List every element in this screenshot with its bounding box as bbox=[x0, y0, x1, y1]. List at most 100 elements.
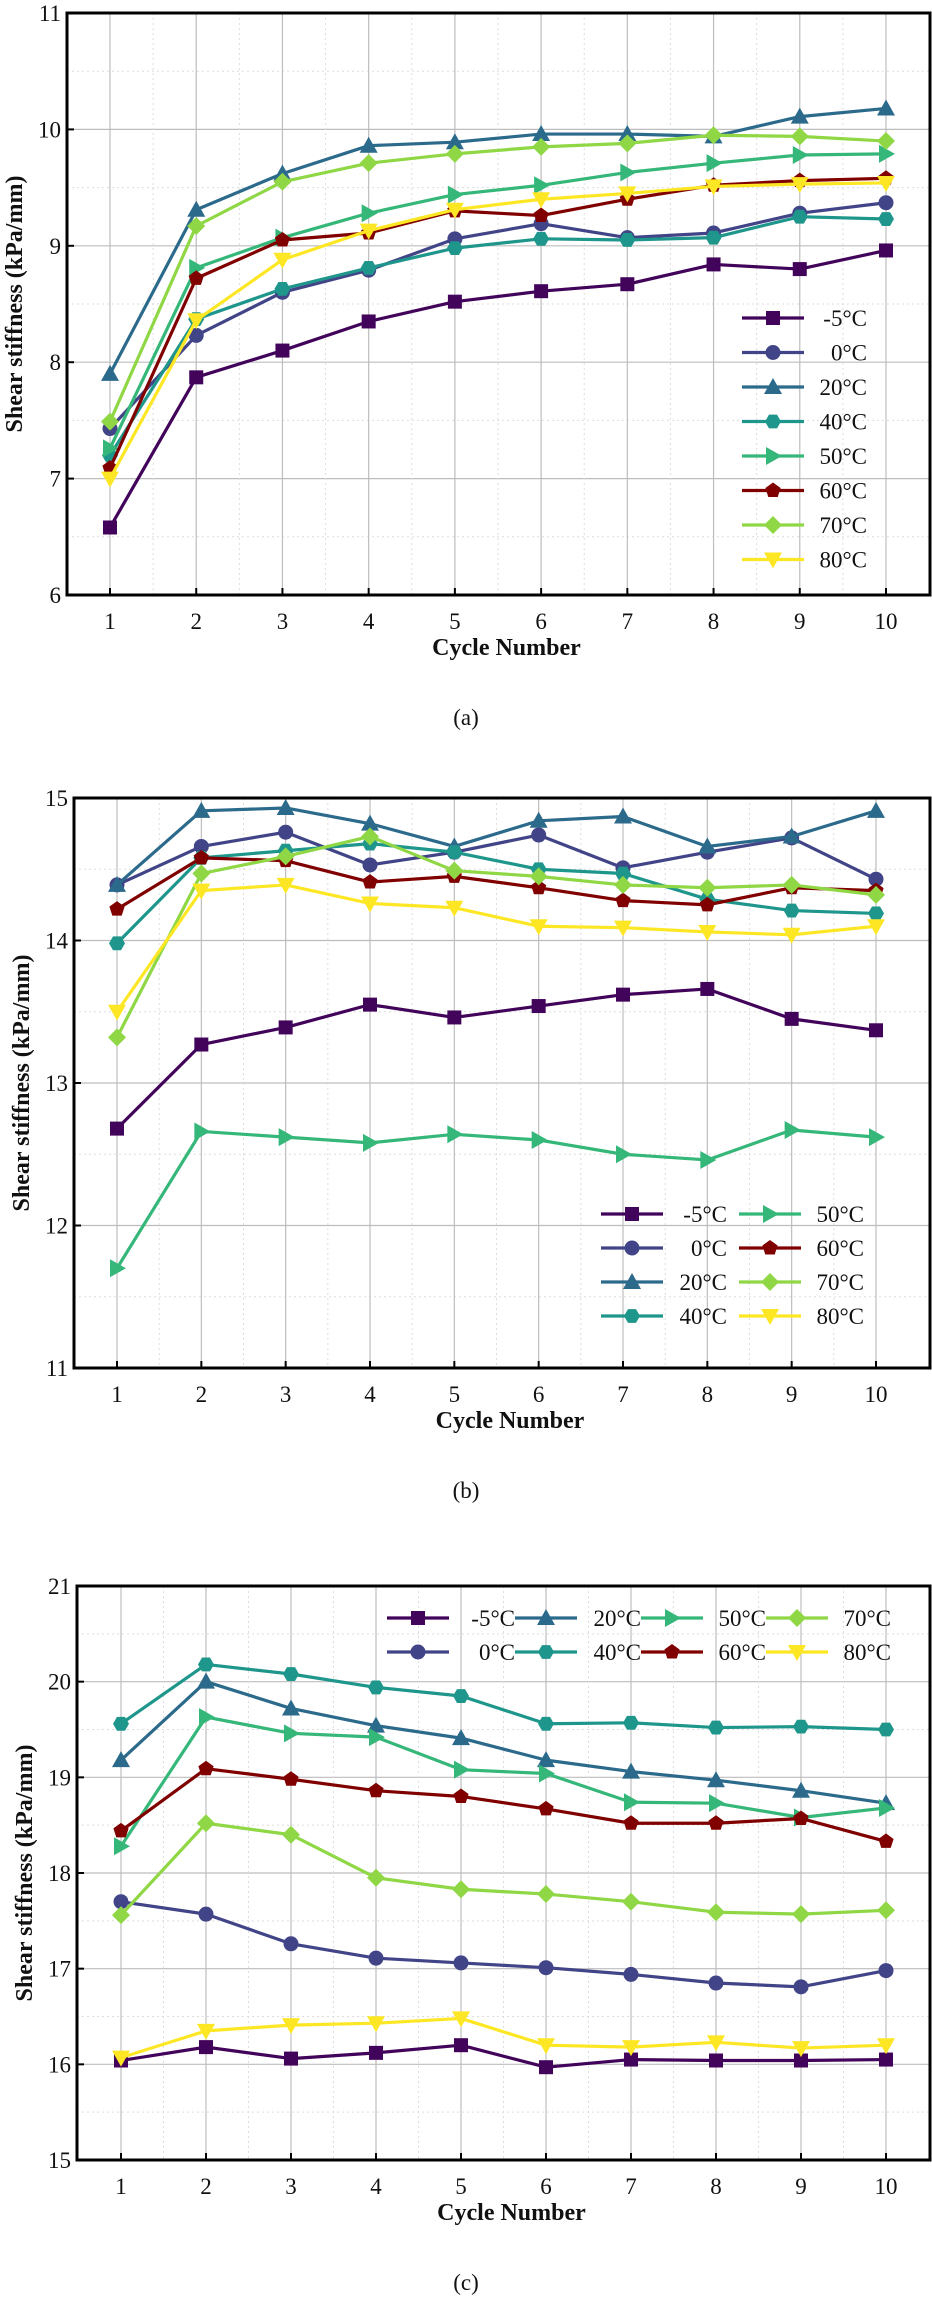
legend-item: 20°C bbox=[742, 375, 867, 400]
data-point bbox=[193, 838, 209, 854]
data-point bbox=[537, 1885, 555, 1904]
data-point bbox=[877, 175, 895, 192]
data-point bbox=[368, 1680, 384, 1695]
legend-item: 50°C bbox=[641, 1606, 766, 1631]
legend-marker bbox=[764, 552, 782, 569]
data-point bbox=[782, 827, 801, 844]
plot-frame bbox=[65, 11, 932, 597]
y-tick-label: 12 bbox=[45, 1214, 68, 1239]
series-line bbox=[108, 152, 887, 450]
data-point bbox=[792, 1905, 810, 1924]
y-axis-label: Shear stiffness (kPa/mm) bbox=[12, 1745, 38, 2002]
series-line bbox=[108, 106, 887, 375]
data-point bbox=[877, 99, 895, 116]
data-point bbox=[283, 1667, 299, 1681]
data-point bbox=[794, 2053, 808, 2068]
x-tick-label: 3 bbox=[285, 2174, 297, 2199]
x-tick-label: 9 bbox=[795, 2174, 807, 2199]
data-point bbox=[452, 1880, 470, 1899]
data-point bbox=[276, 798, 295, 815]
data-point bbox=[198, 1906, 214, 1922]
y-tick-label: 17 bbox=[48, 1957, 71, 1982]
data-point bbox=[877, 132, 895, 151]
data-point bbox=[704, 179, 723, 196]
data-point bbox=[363, 1133, 379, 1152]
data-point bbox=[708, 1975, 724, 1991]
data-point bbox=[445, 900, 464, 917]
data-point bbox=[284, 1724, 300, 1743]
x-tick-label: 6 bbox=[535, 609, 547, 634]
data-point bbox=[878, 1722, 894, 1737]
data-point bbox=[367, 2016, 385, 2033]
x-tick-label: 10 bbox=[875, 609, 898, 634]
legend-marker bbox=[766, 311, 780, 325]
data-point bbox=[615, 866, 631, 881]
legend-label: 20°C bbox=[819, 375, 867, 400]
data-point bbox=[784, 1121, 801, 1140]
data-point bbox=[361, 827, 379, 846]
data-point bbox=[869, 1023, 883, 1038]
x-tick-label: 9 bbox=[794, 609, 806, 634]
data-point bbox=[537, 2038, 555, 2055]
legend-label: 50°C bbox=[718, 1606, 766, 1631]
series-line bbox=[120, 1662, 887, 1732]
data-point bbox=[278, 824, 294, 840]
x-tick-label: 5 bbox=[455, 2174, 467, 2199]
legend-item: 80°C bbox=[742, 548, 867, 573]
x-tick-label: 2 bbox=[200, 2174, 212, 2199]
data-point bbox=[192, 883, 211, 900]
data-point bbox=[624, 1793, 640, 1812]
series-line bbox=[115, 1128, 877, 1270]
data-point bbox=[532, 192, 551, 209]
legend-marker bbox=[623, 1273, 641, 1289]
x-tick-label: 7 bbox=[625, 2174, 637, 2199]
data-point bbox=[868, 906, 884, 921]
legend-marker bbox=[766, 447, 782, 465]
legend-label: 20°C bbox=[593, 1606, 641, 1631]
data-point bbox=[445, 133, 464, 150]
data-point bbox=[108, 1004, 126, 1021]
y-tick-label: 10 bbox=[38, 117, 61, 142]
series--5°C bbox=[114, 2038, 893, 2075]
data-point bbox=[782, 927, 801, 944]
y-tick-label: 11 bbox=[46, 1356, 68, 1381]
data-point bbox=[453, 1689, 469, 1703]
panel-caption: (c) bbox=[453, 2270, 479, 2295]
y-tick-label: 6 bbox=[50, 583, 62, 608]
legend-item: 60°C bbox=[742, 479, 867, 504]
series-line bbox=[108, 201, 887, 430]
data-point bbox=[623, 1966, 639, 1982]
data-point bbox=[707, 2035, 725, 2052]
y-tick-label: 15 bbox=[45, 786, 68, 811]
data-point bbox=[791, 209, 808, 224]
data-point bbox=[447, 1010, 462, 1025]
legend-item: -5°C bbox=[601, 1202, 727, 1227]
series-line bbox=[119, 1680, 887, 1805]
legend-marker bbox=[761, 1273, 779, 1291]
data-point bbox=[101, 412, 119, 431]
y-tick-label: 19 bbox=[48, 1765, 71, 1790]
data-point bbox=[103, 439, 119, 458]
data-point bbox=[532, 125, 551, 142]
data-point bbox=[283, 1771, 299, 1786]
data-point bbox=[447, 1125, 464, 1144]
legend-marker bbox=[538, 1645, 554, 1659]
data-point bbox=[533, 231, 550, 246]
legend-item: 50°C bbox=[742, 444, 867, 469]
x-tick-label: 9 bbox=[786, 1382, 798, 1407]
data-point bbox=[112, 1751, 130, 1768]
legend-label: 60°C bbox=[819, 479, 867, 504]
data-point bbox=[700, 981, 715, 996]
series-line bbox=[116, 856, 877, 911]
data-point bbox=[793, 1979, 809, 1995]
data-point bbox=[278, 1128, 295, 1147]
data-point bbox=[790, 107, 809, 124]
legend-item: 40°C bbox=[515, 1640, 641, 1665]
data-point bbox=[197, 2023, 215, 2040]
legend-marker bbox=[411, 1611, 425, 1625]
series-70°C bbox=[108, 827, 885, 1047]
x-tick-label: 3 bbox=[280, 1382, 292, 1407]
series-50°C bbox=[103, 144, 895, 458]
series-line bbox=[115, 883, 877, 1013]
